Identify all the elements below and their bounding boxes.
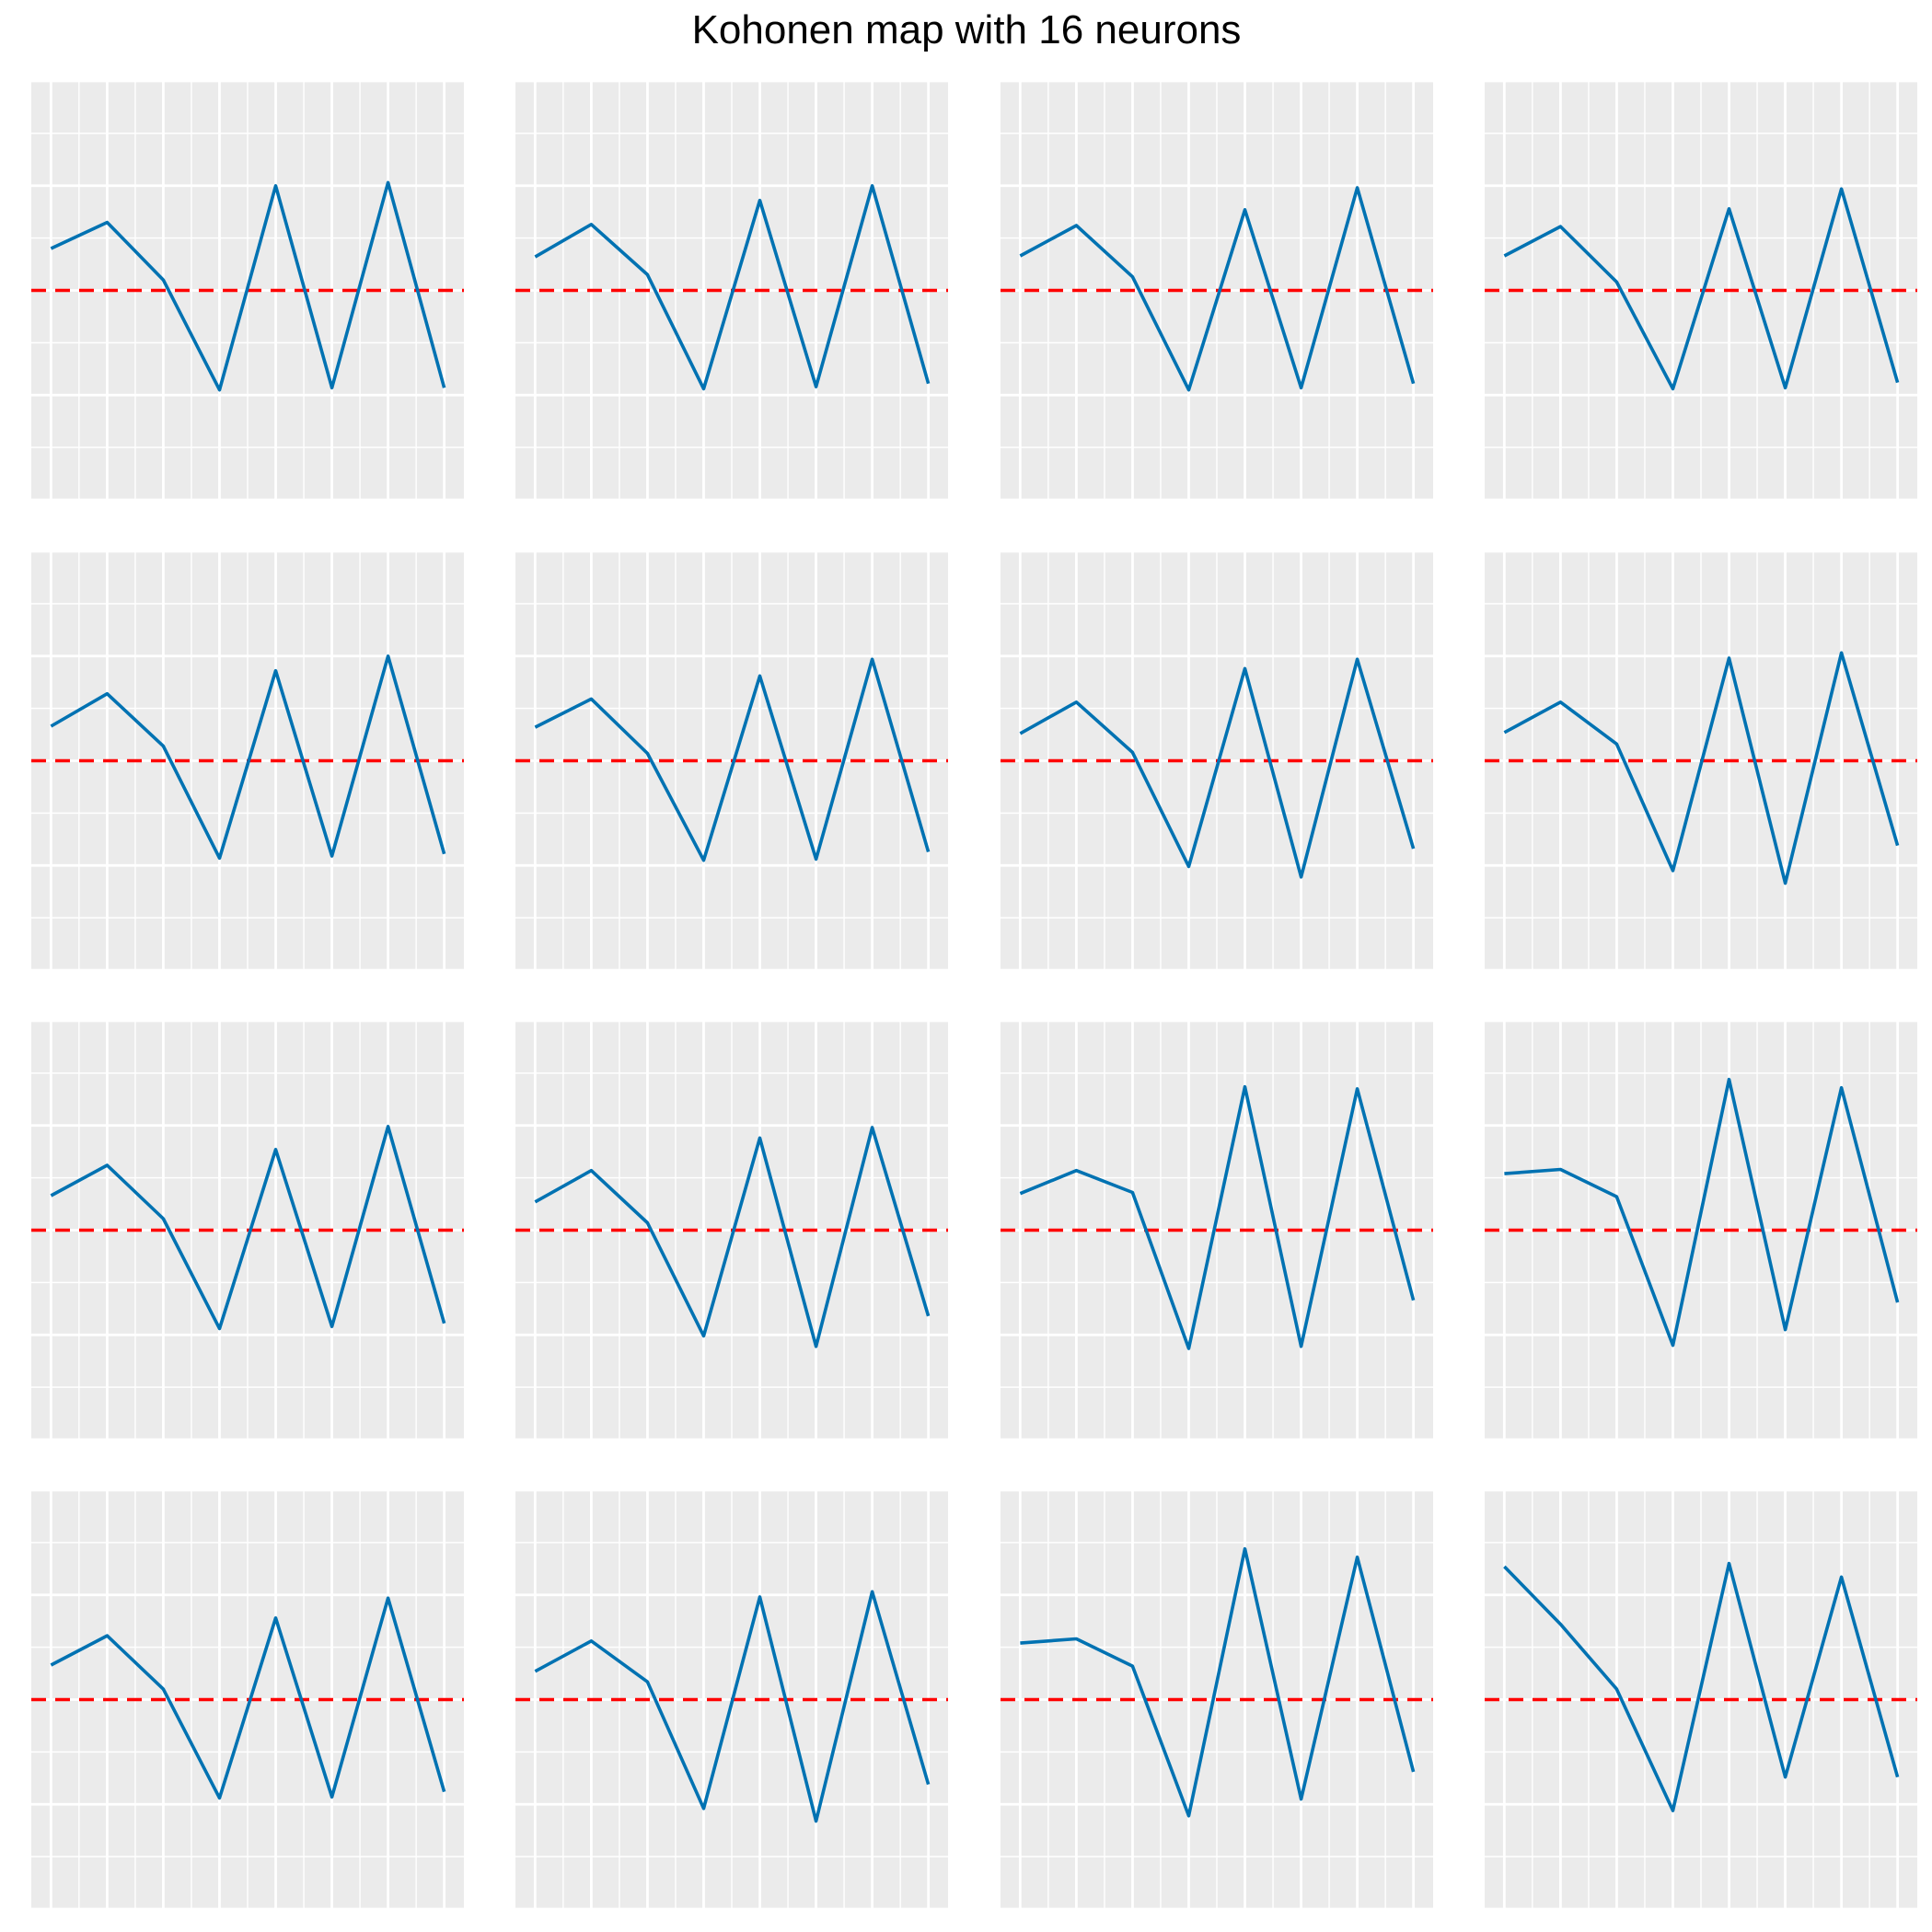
neuron-panel-12 [1485,1019,1917,1441]
neuron-panel-14 [515,1488,948,1911]
neuron-panel-8 [1485,550,1917,972]
panel-grid [31,79,1917,1911]
neuron-line-8 [1503,651,1900,885]
neuron-line-6 [534,657,931,862]
neuron-panel-3 [1001,79,1433,502]
neuron-line-10 [534,1126,931,1348]
neuron-panel-16 [1485,1488,1917,1911]
neuron-panel-13 [31,1488,464,1911]
neuron-line-9 [50,1125,446,1331]
neuron-line-3 [1019,186,1416,392]
neuron-panel-5 [31,550,464,972]
neuron-panel-6 [515,550,948,972]
neuron-line-5 [50,654,446,861]
neuron-line-13 [50,1596,446,1800]
neuron-panel-9 [31,1019,464,1441]
neuron-panel-1 [31,79,464,502]
neuron-panel-7 [1001,550,1433,972]
neuron-line-16 [1503,1561,1900,1812]
neuron-panel-15 [1001,1488,1433,1911]
neuron-line-14 [534,1590,931,1823]
neuron-line-1 [50,180,446,392]
neuron-line-2 [534,184,931,391]
neuron-line-12 [1504,1077,1900,1348]
neuron-panel-11 [1001,1019,1433,1441]
neuron-line-11 [1019,1084,1416,1350]
neuron-panel-10 [515,1019,948,1441]
neuron-line-4 [1503,187,1900,391]
neuron-line-7 [1019,657,1416,879]
neuron-panel-2 [515,79,948,502]
neuron-panel-4 [1485,79,1917,502]
chart-title: Kohonen map with 16 neurons [692,7,1242,52]
neuron-line-15 [1020,1546,1416,1818]
